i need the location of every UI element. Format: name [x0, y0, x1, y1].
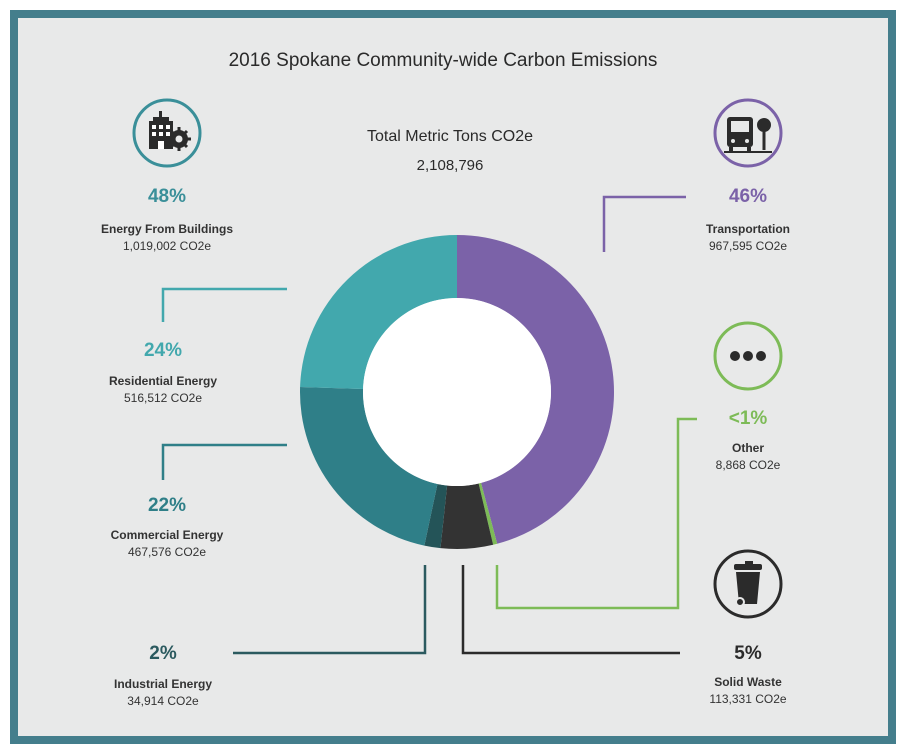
slice-commercial-energy	[300, 387, 438, 546]
transportation-connector	[602, 195, 686, 252]
total-value: 2,108,796	[416, 157, 484, 174]
ellipsis-icon	[713, 321, 783, 391]
residential-label: Residential Energy	[108, 374, 218, 388]
commercial-percent: 22%	[147, 495, 187, 516]
slice-industrial-energy	[424, 483, 448, 549]
slice-residential-energy	[300, 235, 457, 390]
other-label: Other	[731, 441, 764, 455]
solid-waste-percent: 5%	[734, 643, 762, 664]
buildings-value: 1,019,002 CO2e	[122, 239, 212, 253]
transportation-label: Transportation	[705, 222, 790, 236]
transportation-value: 967,595 CO2e	[708, 239, 788, 253]
other-value: 8,868 CO2e	[715, 458, 781, 472]
solid-waste-label: Solid Waste	[714, 675, 782, 689]
industrial-percent: 2%	[149, 643, 177, 664]
industrial-label: Industrial Energy	[113, 677, 213, 691]
residential-connector	[161, 287, 287, 322]
solid-waste-value: 113,331 CO2e	[709, 692, 787, 706]
building-gear-icon	[132, 98, 202, 168]
commercial-label: Commercial Energy	[110, 528, 224, 542]
slice-transportation	[457, 235, 614, 544]
solid-waste-connector	[461, 565, 680, 655]
commercial-connector	[161, 443, 287, 480]
commercial-value: 467,576 CO2e	[127, 545, 207, 559]
other-connector	[495, 417, 697, 610]
donut-hole	[363, 298, 551, 486]
residential-percent: 24%	[143, 340, 183, 361]
bus-tree-icon	[713, 98, 783, 168]
industrial-connector	[233, 565, 427, 655]
total-label: Total Metric Tons CO2e	[367, 128, 533, 145]
transportation-percent: 46%	[728, 186, 768, 207]
trash-bin-icon	[713, 549, 783, 619]
chart-title: 2016 Spokane Community-wide Carbon Emiss…	[228, 50, 658, 71]
residential-value: 516,512 CO2e	[123, 391, 203, 405]
slice-other	[478, 482, 498, 545]
slice-solid-waste	[440, 483, 494, 549]
buildings-label: Energy From Buildings	[100, 222, 233, 236]
other-percent: <1%	[728, 408, 768, 429]
buildings-percent: 48%	[147, 186, 187, 207]
industrial-value: 34,914 CO2e	[127, 694, 199, 708]
